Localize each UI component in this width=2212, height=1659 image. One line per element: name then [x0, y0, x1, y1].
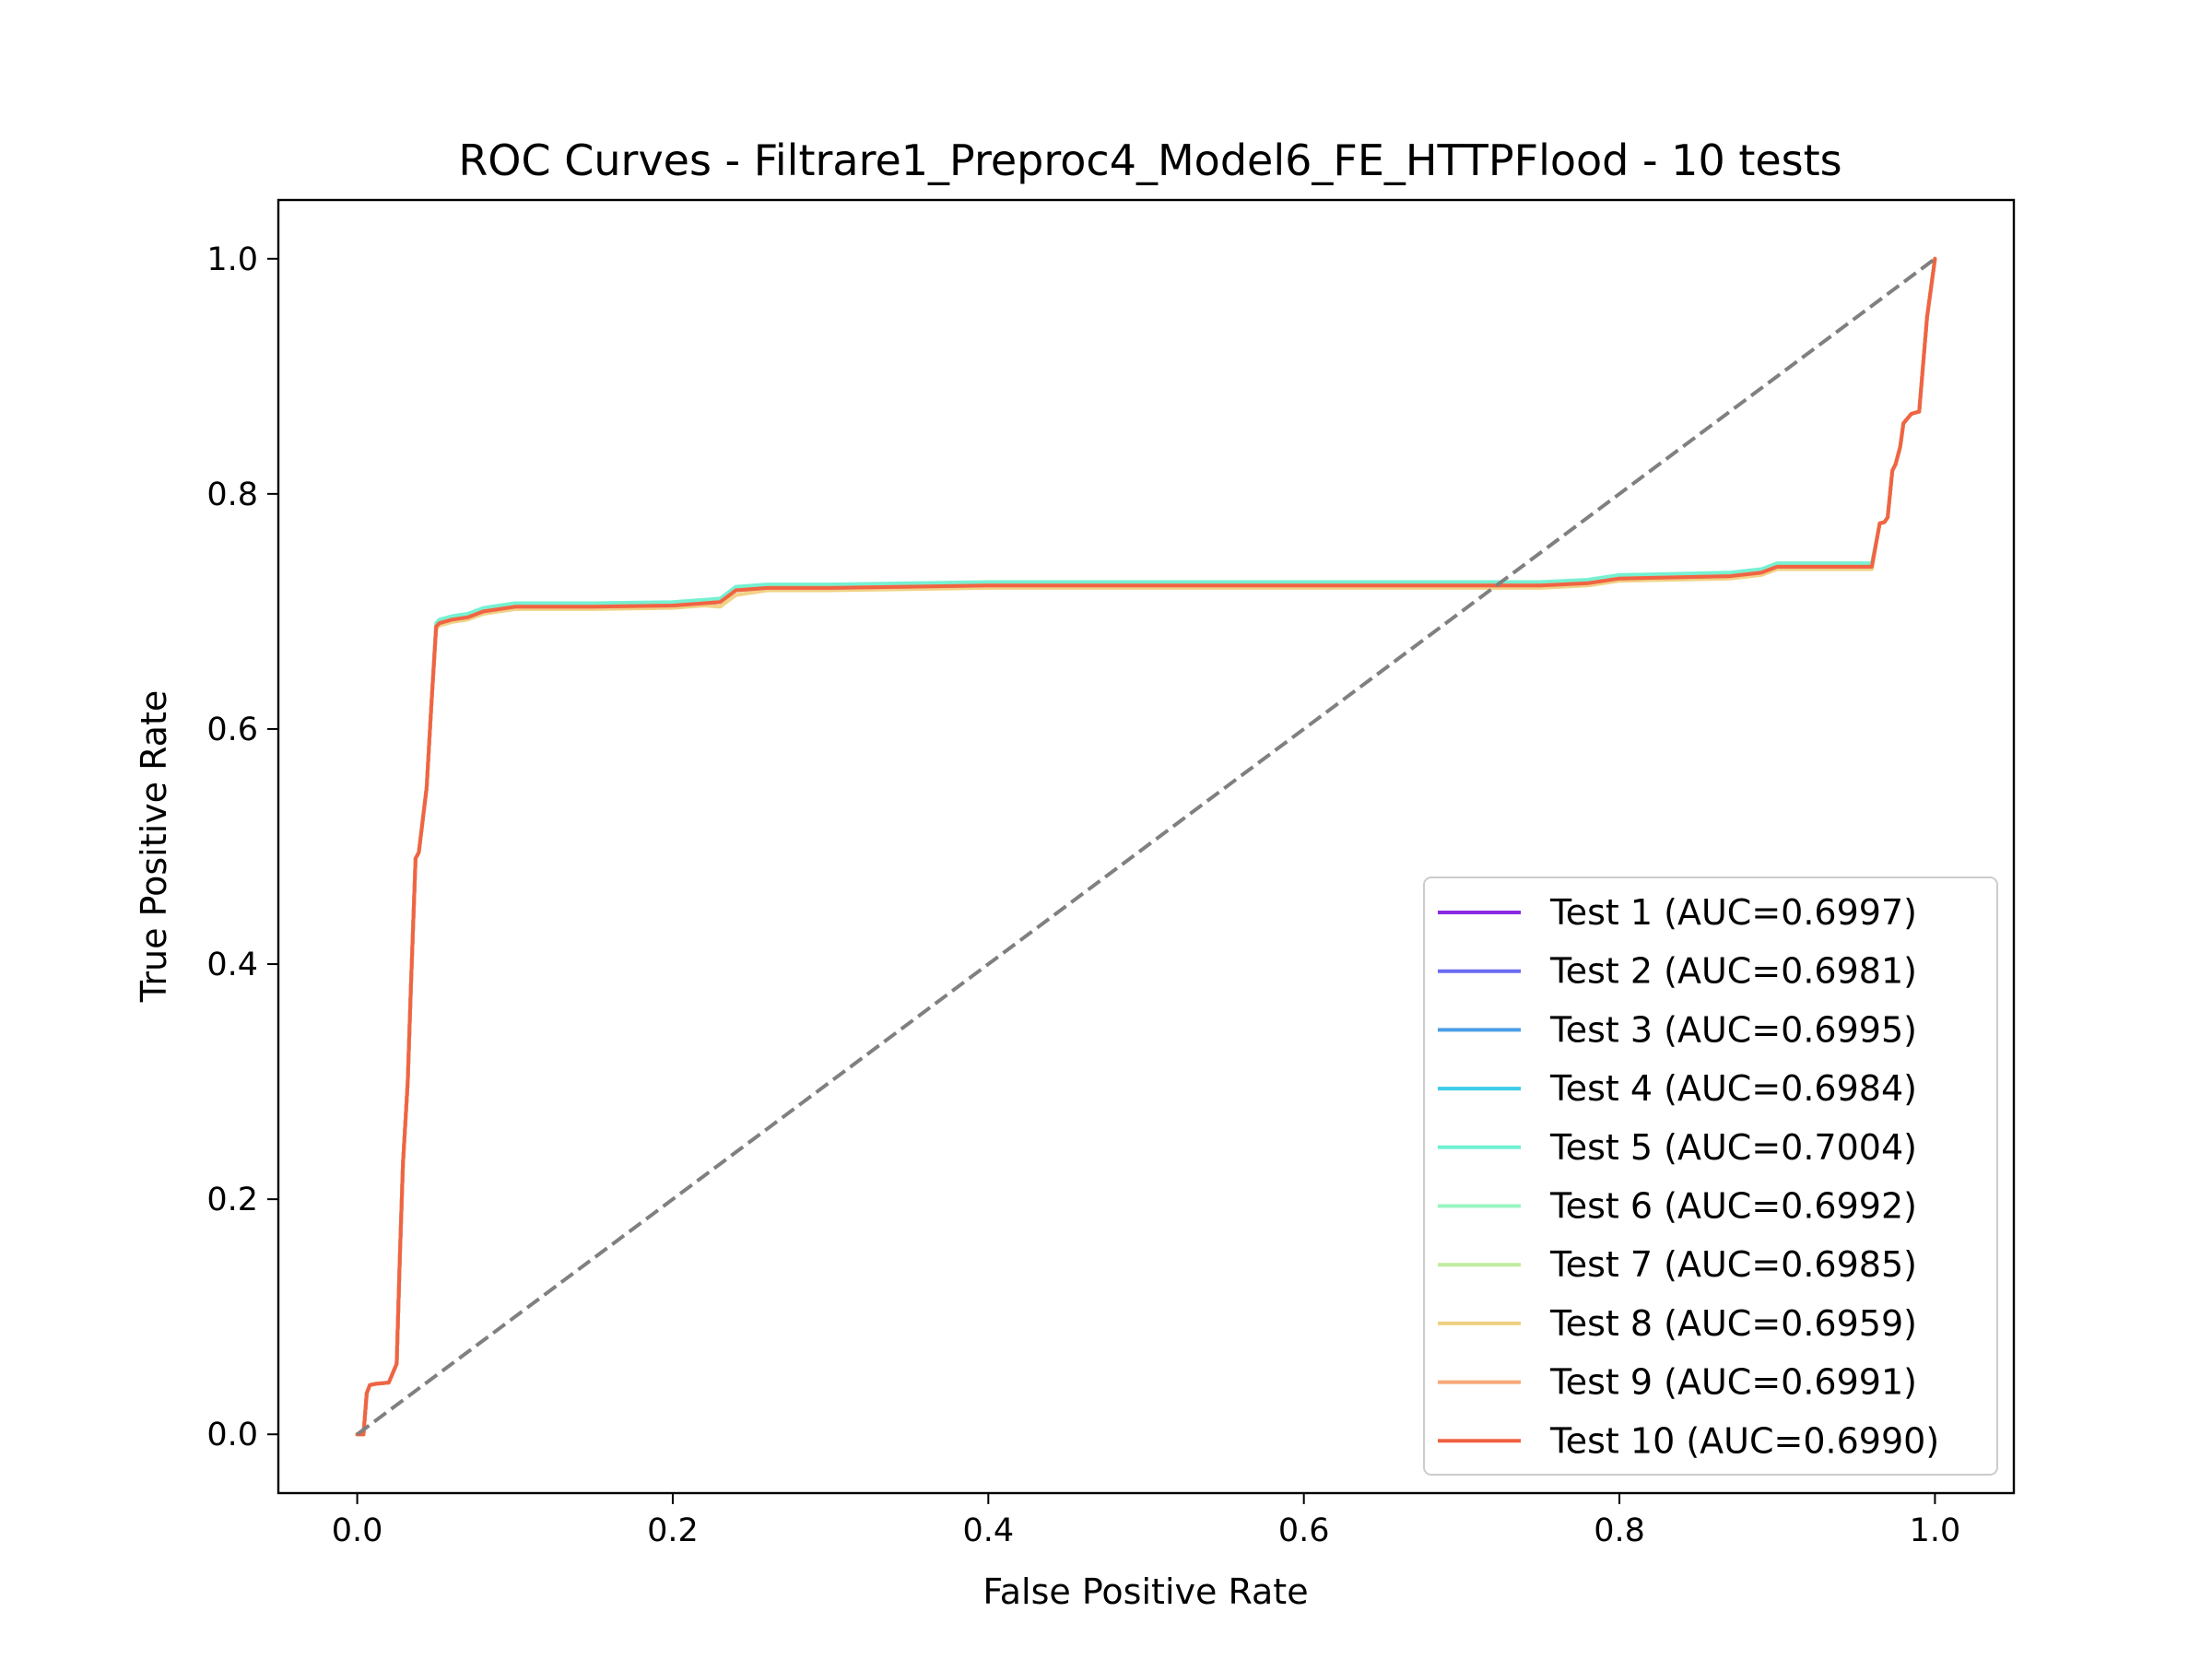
y-tick-label: 0.8: [206, 477, 258, 513]
legend-label-test-10: Test 10 (AUC=0.6990): [1549, 1420, 1939, 1461]
chance-diagonal-line: [356, 257, 1936, 1436]
chart-title: ROC Curves - Filtrare1_Preproc4_Model6_F…: [458, 135, 1841, 185]
plot-frame: [276, 198, 2016, 1495]
x-axis-title: False Positive Rate: [982, 1571, 1308, 1612]
legend-label-test-5: Test 5 (AUC=0.7004): [1549, 1127, 1917, 1168]
plot-area: [355, 256, 1937, 1437]
x-tick-label: 1.0: [1910, 1512, 1961, 1549]
roc-curve-test-10: [355, 256, 1937, 1437]
x-tick-label: 0.6: [1278, 1512, 1330, 1549]
legend-label-test-9: Test 9 (AUC=0.6991): [1549, 1362, 1917, 1403]
x-tick-label: 0.4: [962, 1512, 1014, 1549]
x-axis: 0.0 0.2 0.4 0.6 0.8 1.0: [332, 1493, 1960, 1549]
x-tick-label: 0.8: [1594, 1512, 1645, 1549]
legend-label-test-6: Test 6 (AUC=0.6992): [1549, 1186, 1917, 1227]
legend-label-test-8: Test 8 (AUC=0.6959): [1549, 1303, 1917, 1344]
legend-label-test-4: Test 4 (AUC=0.6984): [1549, 1068, 1917, 1109]
legend: Test 1 (AUC=0.6997) Test 2 (AUC=0.6981) Te…: [1423, 877, 1998, 1476]
legend-box: [1423, 877, 1998, 1476]
y-tick-label: 1.0: [206, 241, 258, 278]
x-tick-label: 0.2: [647, 1512, 699, 1549]
y-tick-label: 0.4: [206, 947, 258, 983]
y-tick-label: 0.6: [206, 712, 258, 748]
y-axis: 0.0 0.2 0.4 0.6 0.8 1.0: [206, 241, 278, 1453]
y-axis-title: True Positive Rate: [134, 690, 174, 1004]
y-tick-label: 0.2: [206, 1182, 258, 1218]
x-tick-label: 0.0: [332, 1512, 383, 1549]
legend-label-test-3: Test 3 (AUC=0.6995): [1549, 1009, 1917, 1050]
legend-label-test-2: Test 2 (AUC=0.6981): [1549, 951, 1917, 992]
legend-label-test-1: Test 1 (AUC=0.6997): [1549, 892, 1917, 933]
legend-label-test-7: Test 7 (AUC=0.6985): [1549, 1244, 1917, 1285]
y-tick-label: 0.0: [206, 1417, 258, 1453]
